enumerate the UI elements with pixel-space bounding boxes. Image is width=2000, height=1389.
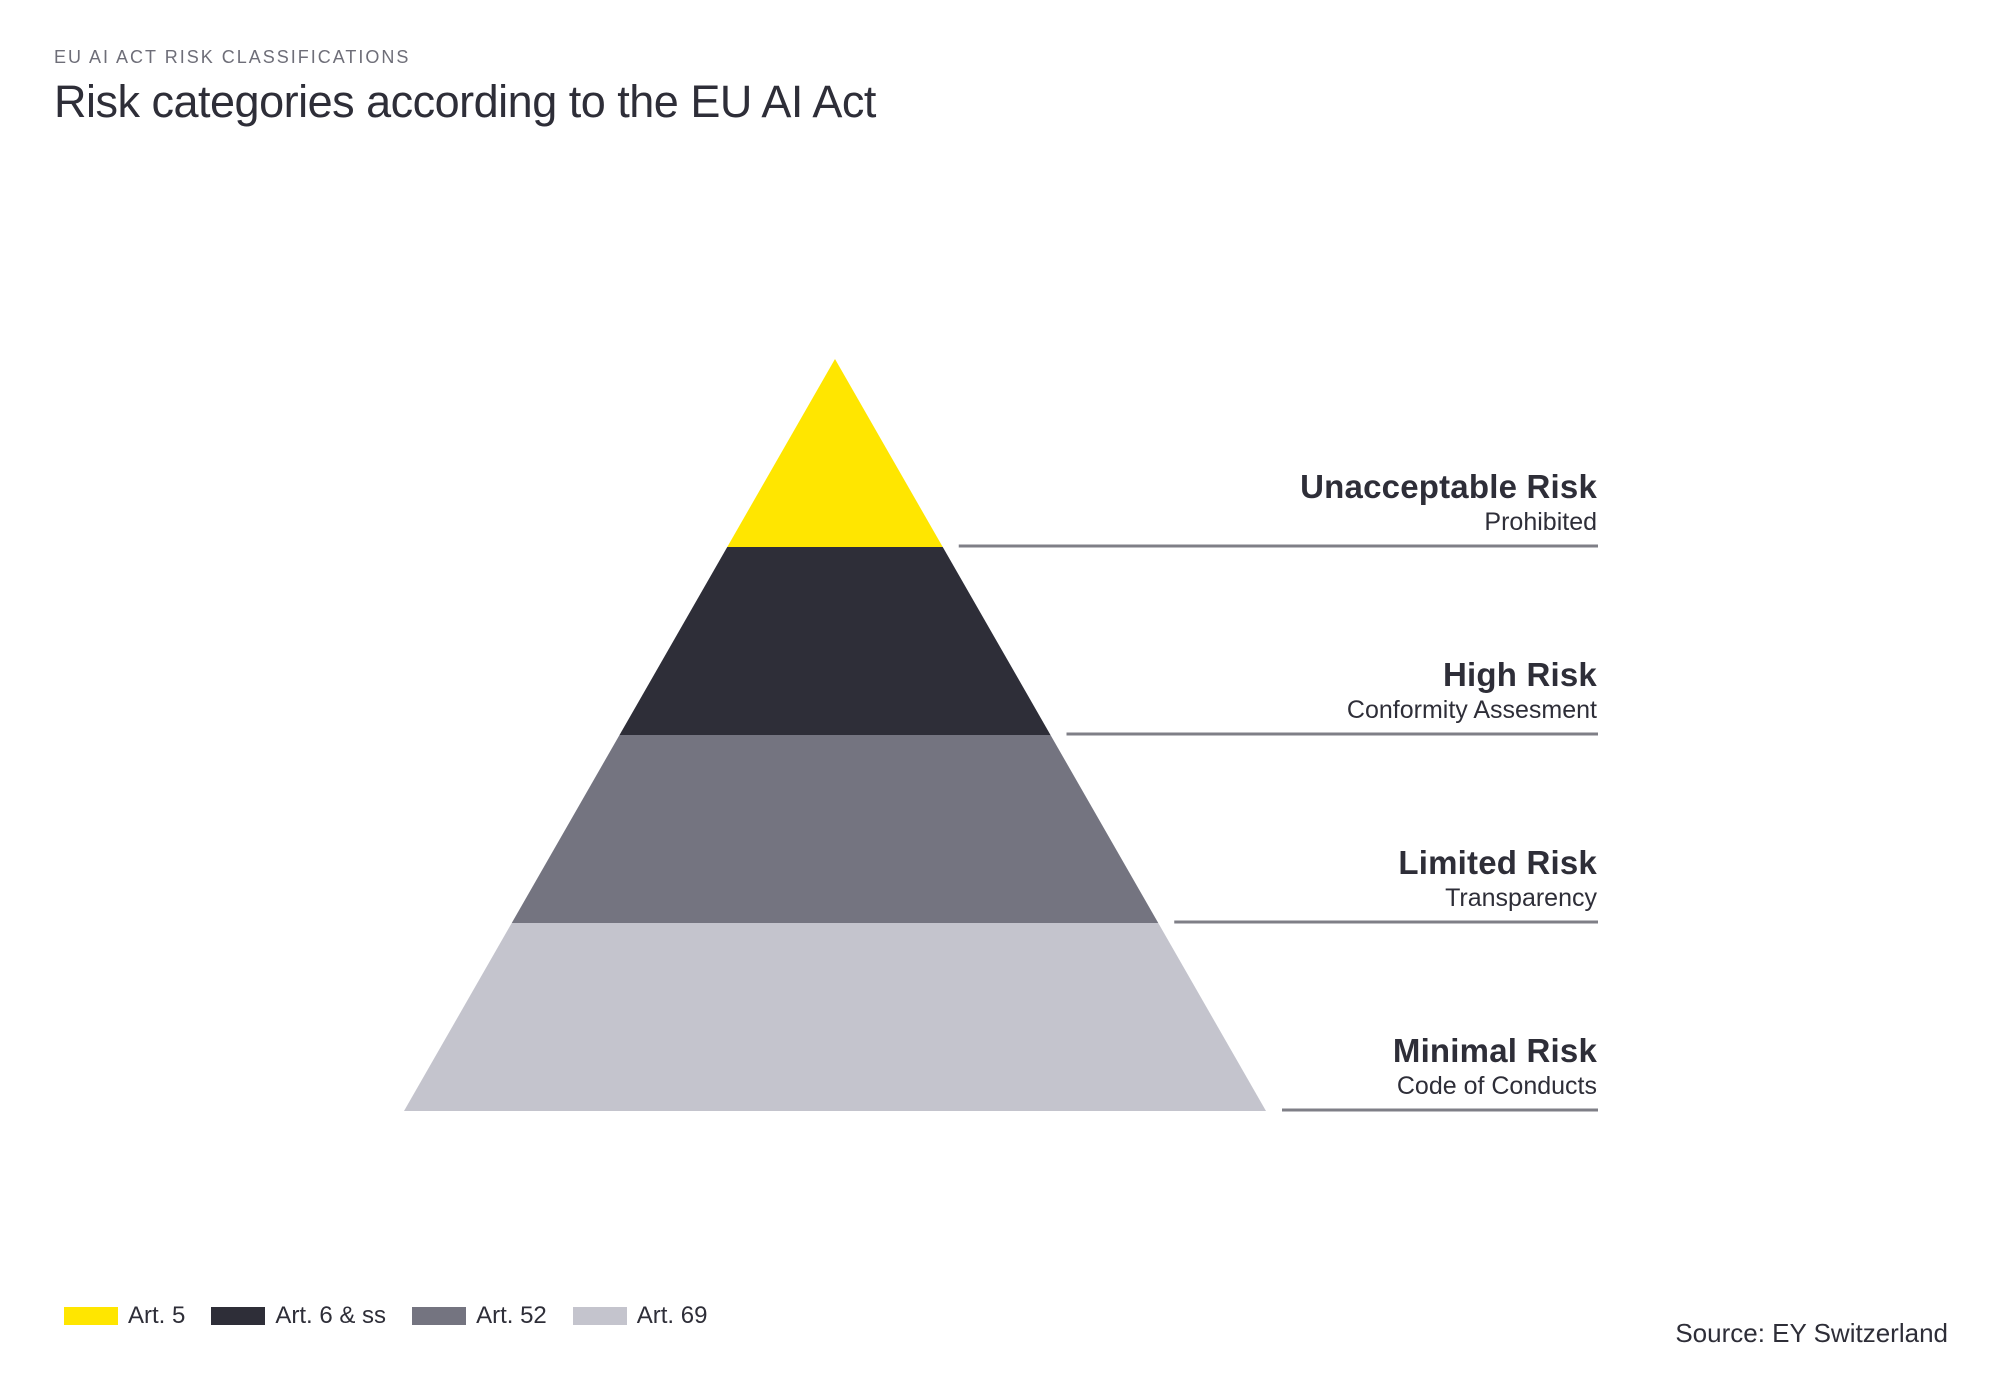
pyramid-level-3 <box>404 923 1266 1111</box>
risk-name: Minimal Risk <box>1392 1032 1597 1069</box>
legend-label: Art. 5 <box>128 1302 186 1329</box>
legend-swatch-dark <box>211 1307 266 1325</box>
pyramid-level-1 <box>619 547 1051 735</box>
pyramid-level-0 <box>727 359 943 547</box>
legend-swatch-yellow <box>64 1307 118 1325</box>
risk-label-unacceptable: Unacceptable Risk Prohibited <box>897 467 1597 538</box>
pyramid-level-2 <box>511 735 1159 923</box>
legend-item-art52: Art. 52 <box>412 1303 547 1329</box>
risk-name: High Risk <box>1443 656 1597 693</box>
source-note: Source: EY Switzerland <box>1675 1318 1948 1348</box>
risk-description: Transparency <box>1445 884 1597 912</box>
legend-swatch-lightgray <box>572 1307 627 1325</box>
legend: Art. 5 Art. 6 & ss Art. 52 Art. 69 <box>64 1303 733 1329</box>
risk-label-high: High Risk Conformity Assesment <box>897 655 1597 726</box>
risk-name: Limited Risk <box>1398 844 1597 881</box>
legend-label: Art. 52 <box>476 1302 547 1329</box>
legend-item-art5: Art. 5 <box>64 1303 185 1329</box>
legend-item-art69: Art. 69 <box>572 1302 708 1329</box>
chart-kicker: EU AI ACT RISK CLASSIFICATIONS <box>54 47 411 67</box>
risk-label-minimal: Minimal Risk Code of Conducts <box>897 1031 1597 1102</box>
risk-name: Unacceptable Risk <box>1300 468 1597 505</box>
legend-swatch-midgray <box>412 1307 467 1325</box>
legend-label: Art. 6 & ss <box>275 1302 387 1329</box>
legend-label: Art. 69 <box>636 1302 708 1329</box>
risk-label-limited: Limited Risk Transparency <box>897 843 1597 914</box>
legend-item-art6: Art. 6 & ss <box>211 1303 386 1329</box>
risk-description: Prohibited <box>1484 508 1597 536</box>
page-title: Risk categories according to the EU AI A… <box>54 76 876 127</box>
risk-description: Conformity Assesment <box>1346 696 1597 724</box>
risk-description: Code of Conducts <box>1396 1072 1597 1100</box>
